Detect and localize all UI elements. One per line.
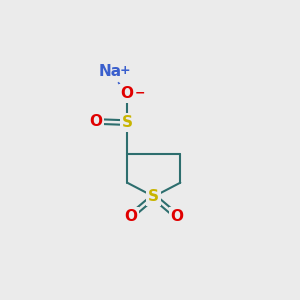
Text: O: O (124, 209, 137, 224)
Text: −: − (135, 86, 145, 99)
Text: O: O (121, 86, 134, 101)
Text: O: O (89, 114, 103, 129)
Text: O: O (170, 209, 183, 224)
Text: S: S (148, 189, 159, 204)
Text: Na: Na (98, 64, 122, 79)
Text: +: + (120, 64, 130, 77)
Text: S: S (122, 115, 133, 130)
